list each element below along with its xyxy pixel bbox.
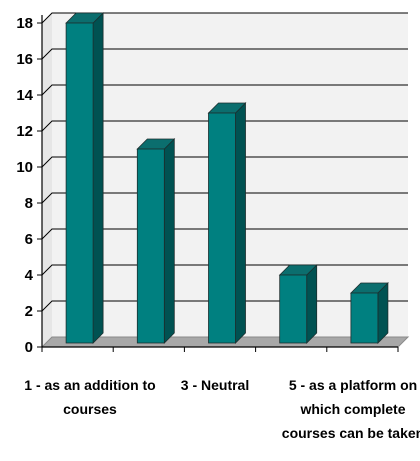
gridline	[41, 84, 408, 96]
gridline	[41, 12, 408, 24]
y-tick-label: 8	[25, 195, 33, 212]
gridline	[41, 48, 408, 60]
y-tick-label: 18	[16, 15, 33, 32]
x-category-label-line: which complete	[299, 401, 405, 417]
x-category-label: 1 - as an addition to courses	[24, 377, 155, 417]
bar-front	[279, 274, 308, 344]
gridline	[41, 156, 408, 168]
gridline	[41, 192, 408, 204]
y-tick-label: 6	[25, 231, 33, 248]
x-category-label-line: courses	[63, 401, 117, 417]
x-category-label: 3 - Neutral	[181, 377, 249, 393]
bars	[65, 12, 389, 344]
side-wall	[42, 13, 52, 347]
x-axis-category-labels: 1 - as an addition to courses 3 - Neutral 5…	[24, 377, 420, 441]
gridline	[41, 120, 408, 132]
bar	[65, 12, 105, 344]
x-category-label-line: courses can be taken	[282, 425, 420, 441]
bar-side	[235, 102, 246, 344]
bar	[349, 282, 389, 344]
x-category-label-line: 1 - as an addition to	[24, 377, 155, 393]
y-tick-label: 4	[25, 267, 34, 284]
bar-front	[208, 112, 236, 344]
x-category-label-line: 3 - Neutral	[181, 377, 249, 393]
bar-front	[65, 22, 94, 344]
x-category-label: 5 - as a platform on which complete course…	[282, 377, 420, 441]
y-tick-label: 12	[16, 123, 33, 140]
y-tick-label: 16	[16, 51, 33, 68]
bar	[278, 264, 318, 344]
bar-side	[306, 264, 318, 344]
y-tick-label: 0	[25, 339, 33, 356]
y-tick-label: 14	[16, 87, 33, 104]
axes	[37, 15, 399, 352]
y-tick-label: 10	[16, 159, 33, 176]
y-axis-tick-labels: 0 2 4 6 8 10 12 14 16 18	[16, 15, 33, 356]
x-category-label-line: 5 - as a platform on	[289, 377, 417, 393]
bar-side	[163, 138, 175, 344]
bar-front	[136, 148, 165, 344]
y-tick-label: 2	[25, 303, 33, 320]
bar	[207, 102, 247, 344]
bar-side	[92, 12, 104, 344]
gridline	[41, 228, 408, 240]
bar	[136, 138, 176, 344]
bar-front	[350, 292, 379, 344]
